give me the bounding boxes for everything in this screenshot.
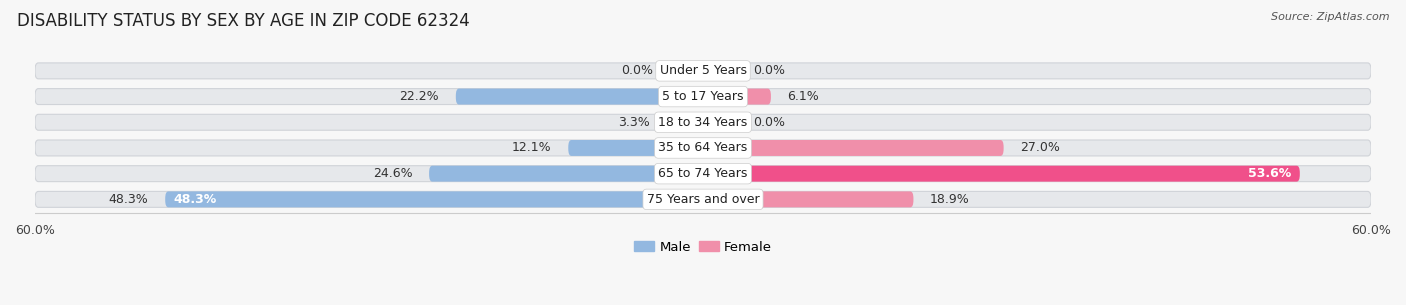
FancyBboxPatch shape (703, 166, 1299, 182)
FancyBboxPatch shape (429, 166, 703, 182)
FancyBboxPatch shape (35, 114, 1371, 130)
FancyBboxPatch shape (703, 140, 1004, 156)
FancyBboxPatch shape (456, 89, 703, 105)
Text: Source: ZipAtlas.com: Source: ZipAtlas.com (1271, 12, 1389, 22)
Text: 48.3%: 48.3% (173, 193, 217, 206)
FancyBboxPatch shape (568, 140, 703, 156)
FancyBboxPatch shape (35, 140, 1371, 156)
Text: DISABILITY STATUS BY SEX BY AGE IN ZIP CODE 62324: DISABILITY STATUS BY SEX BY AGE IN ZIP C… (17, 12, 470, 30)
Text: 0.0%: 0.0% (754, 64, 785, 77)
Text: 53.6%: 53.6% (1249, 167, 1292, 180)
Text: 18.9%: 18.9% (931, 193, 970, 206)
FancyBboxPatch shape (166, 192, 703, 207)
FancyBboxPatch shape (35, 89, 1371, 105)
Text: 27.0%: 27.0% (1021, 142, 1060, 154)
FancyBboxPatch shape (35, 63, 1371, 79)
Text: 0.0%: 0.0% (621, 64, 652, 77)
FancyBboxPatch shape (35, 192, 1371, 207)
Text: 0.0%: 0.0% (754, 116, 785, 129)
Text: 3.3%: 3.3% (617, 116, 650, 129)
Text: 5 to 17 Years: 5 to 17 Years (662, 90, 744, 103)
Text: 22.2%: 22.2% (399, 90, 439, 103)
Text: 18 to 34 Years: 18 to 34 Years (658, 116, 748, 129)
Text: 12.1%: 12.1% (512, 142, 551, 154)
FancyBboxPatch shape (703, 89, 770, 105)
Text: 48.3%: 48.3% (108, 193, 149, 206)
Text: 65 to 74 Years: 65 to 74 Years (658, 167, 748, 180)
Text: 75 Years and over: 75 Years and over (647, 193, 759, 206)
Legend: Male, Female: Male, Female (628, 235, 778, 259)
FancyBboxPatch shape (703, 192, 914, 207)
Text: 35 to 64 Years: 35 to 64 Years (658, 142, 748, 154)
FancyBboxPatch shape (666, 114, 703, 130)
Text: 24.6%: 24.6% (373, 167, 412, 180)
FancyBboxPatch shape (35, 166, 1371, 182)
Text: 6.1%: 6.1% (787, 90, 820, 103)
Text: Under 5 Years: Under 5 Years (659, 64, 747, 77)
